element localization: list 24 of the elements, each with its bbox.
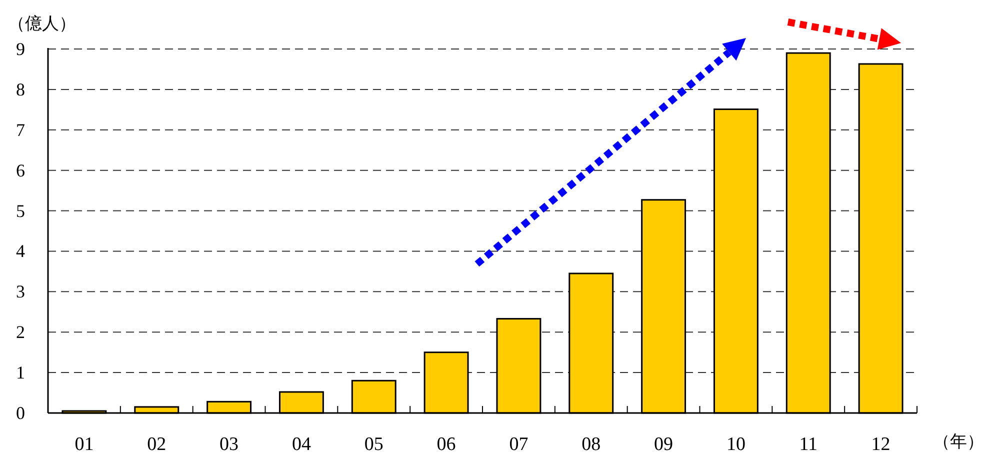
y-tick-label: 2 — [16, 322, 25, 342]
y-tick-label: 1 — [16, 362, 25, 383]
y-tick-label: 4 — [16, 241, 25, 262]
y-tick-label: 8 — [16, 79, 25, 100]
x-tick-label: 01 — [74, 434, 94, 455]
x-axis-title: （年） — [933, 432, 984, 452]
x-tick-label: 04 — [292, 434, 312, 455]
y-tick-label: 0 — [16, 403, 25, 423]
y-tick-label: 3 — [16, 282, 25, 302]
y-tick-label: 9 — [16, 39, 25, 59]
x-tick-label: 09 — [654, 434, 674, 455]
x-tick-label: 06 — [436, 434, 456, 455]
x-tick-label: 05 — [364, 434, 384, 455]
y-tick-label: 7 — [16, 120, 25, 140]
x-tick-label: 11 — [799, 434, 818, 455]
x-tick-label: 03 — [220, 434, 239, 455]
x-tick-label: 07 — [509, 434, 528, 455]
x-tick-label: 02 — [147, 434, 166, 455]
x-tick-label: 10 — [726, 434, 746, 455]
y-tick-label: 6 — [16, 160, 25, 180]
x-tick-label: 12 — [871, 434, 890, 455]
y-tick-label: 5 — [16, 200, 25, 221]
x-tick-label: 08 — [582, 434, 601, 455]
y-axis-title: （億人） — [8, 14, 76, 34]
